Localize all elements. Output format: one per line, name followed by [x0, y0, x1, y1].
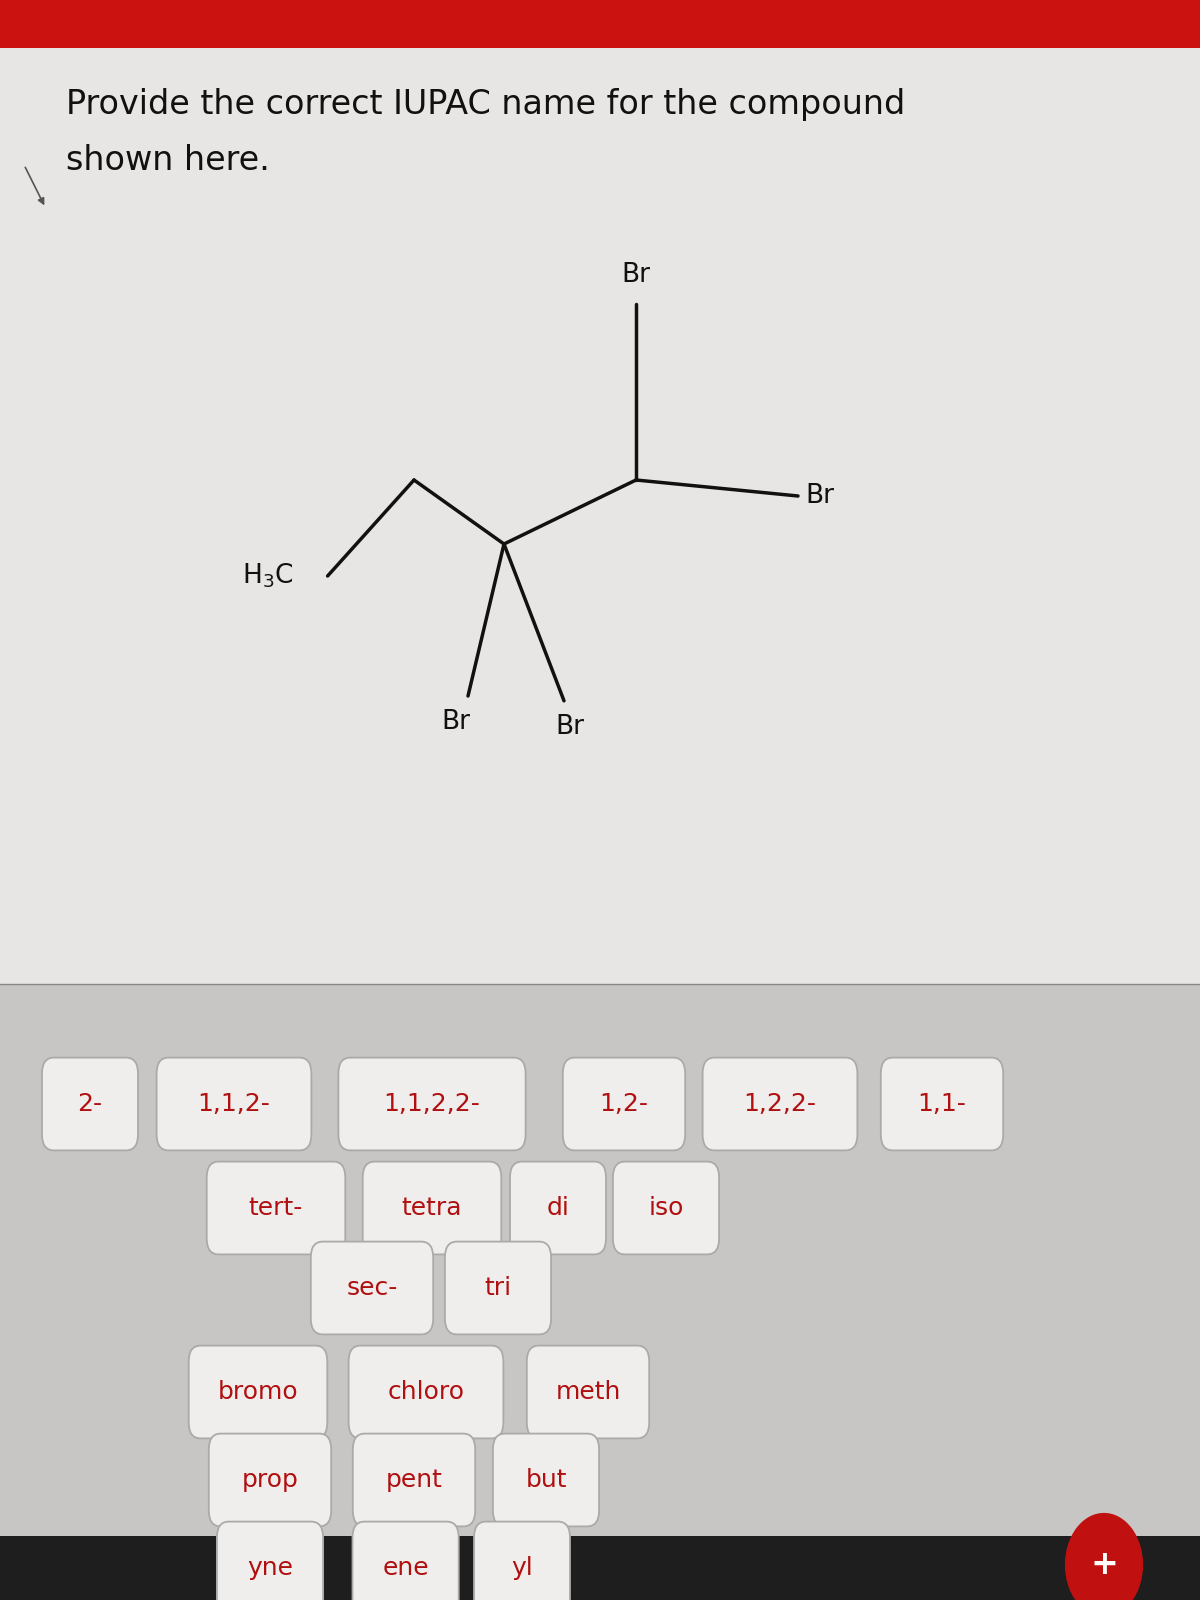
Text: yl: yl	[511, 1555, 533, 1581]
Text: prop: prop	[241, 1469, 299, 1491]
Text: tetra: tetra	[402, 1197, 462, 1219]
Text: +: +	[1090, 1549, 1118, 1581]
Text: Br: Br	[805, 483, 834, 509]
Text: ene: ene	[383, 1555, 428, 1581]
FancyBboxPatch shape	[156, 1058, 312, 1150]
FancyBboxPatch shape	[613, 1162, 719, 1254]
FancyBboxPatch shape	[188, 1346, 328, 1438]
FancyBboxPatch shape	[474, 1522, 570, 1600]
Text: 1,1,2-: 1,1,2-	[198, 1091, 270, 1117]
FancyBboxPatch shape	[362, 1162, 502, 1254]
FancyBboxPatch shape	[0, 0, 1200, 48]
Text: but: but	[526, 1469, 566, 1491]
FancyBboxPatch shape	[348, 1346, 504, 1438]
FancyBboxPatch shape	[881, 1058, 1003, 1150]
FancyBboxPatch shape	[445, 1242, 551, 1334]
Text: 1,1-: 1,1-	[918, 1091, 966, 1117]
Text: meth: meth	[556, 1379, 620, 1405]
Text: shown here.: shown here.	[66, 144, 270, 178]
FancyBboxPatch shape	[206, 1162, 346, 1254]
Text: 2-: 2-	[78, 1091, 102, 1117]
FancyBboxPatch shape	[338, 1058, 526, 1150]
FancyBboxPatch shape	[0, 1536, 1200, 1600]
Text: Br: Br	[622, 262, 650, 288]
FancyBboxPatch shape	[0, 984, 1200, 1600]
FancyBboxPatch shape	[0, 0, 1200, 984]
FancyBboxPatch shape	[209, 1434, 331, 1526]
Text: pent: pent	[385, 1469, 443, 1491]
FancyBboxPatch shape	[563, 1058, 685, 1150]
FancyBboxPatch shape	[527, 1346, 649, 1438]
FancyBboxPatch shape	[217, 1522, 323, 1600]
Text: 1,2-: 1,2-	[600, 1091, 648, 1117]
Text: H$_3$C: H$_3$C	[242, 562, 294, 590]
Text: Provide the correct IUPAC name for the compound: Provide the correct IUPAC name for the c…	[66, 88, 905, 122]
FancyBboxPatch shape	[703, 1058, 857, 1150]
FancyBboxPatch shape	[353, 1434, 475, 1526]
Text: di: di	[546, 1197, 570, 1219]
FancyBboxPatch shape	[311, 1242, 433, 1334]
Text: Br: Br	[442, 709, 470, 734]
Text: sec-: sec-	[347, 1277, 397, 1299]
Text: 1,2,2-: 1,2,2-	[744, 1091, 816, 1117]
Text: tert-: tert-	[248, 1197, 304, 1219]
Text: bromo: bromo	[217, 1379, 299, 1405]
Text: Br: Br	[556, 714, 584, 739]
FancyBboxPatch shape	[510, 1162, 606, 1254]
FancyBboxPatch shape	[42, 1058, 138, 1150]
Text: 1,1,2,2-: 1,1,2,2-	[384, 1091, 480, 1117]
Text: tri: tri	[485, 1277, 511, 1299]
Text: chloro: chloro	[388, 1379, 464, 1405]
Circle shape	[1066, 1514, 1142, 1600]
Text: yne: yne	[247, 1555, 293, 1581]
FancyBboxPatch shape	[493, 1434, 599, 1526]
FancyBboxPatch shape	[353, 1522, 458, 1600]
Text: iso: iso	[648, 1197, 684, 1219]
